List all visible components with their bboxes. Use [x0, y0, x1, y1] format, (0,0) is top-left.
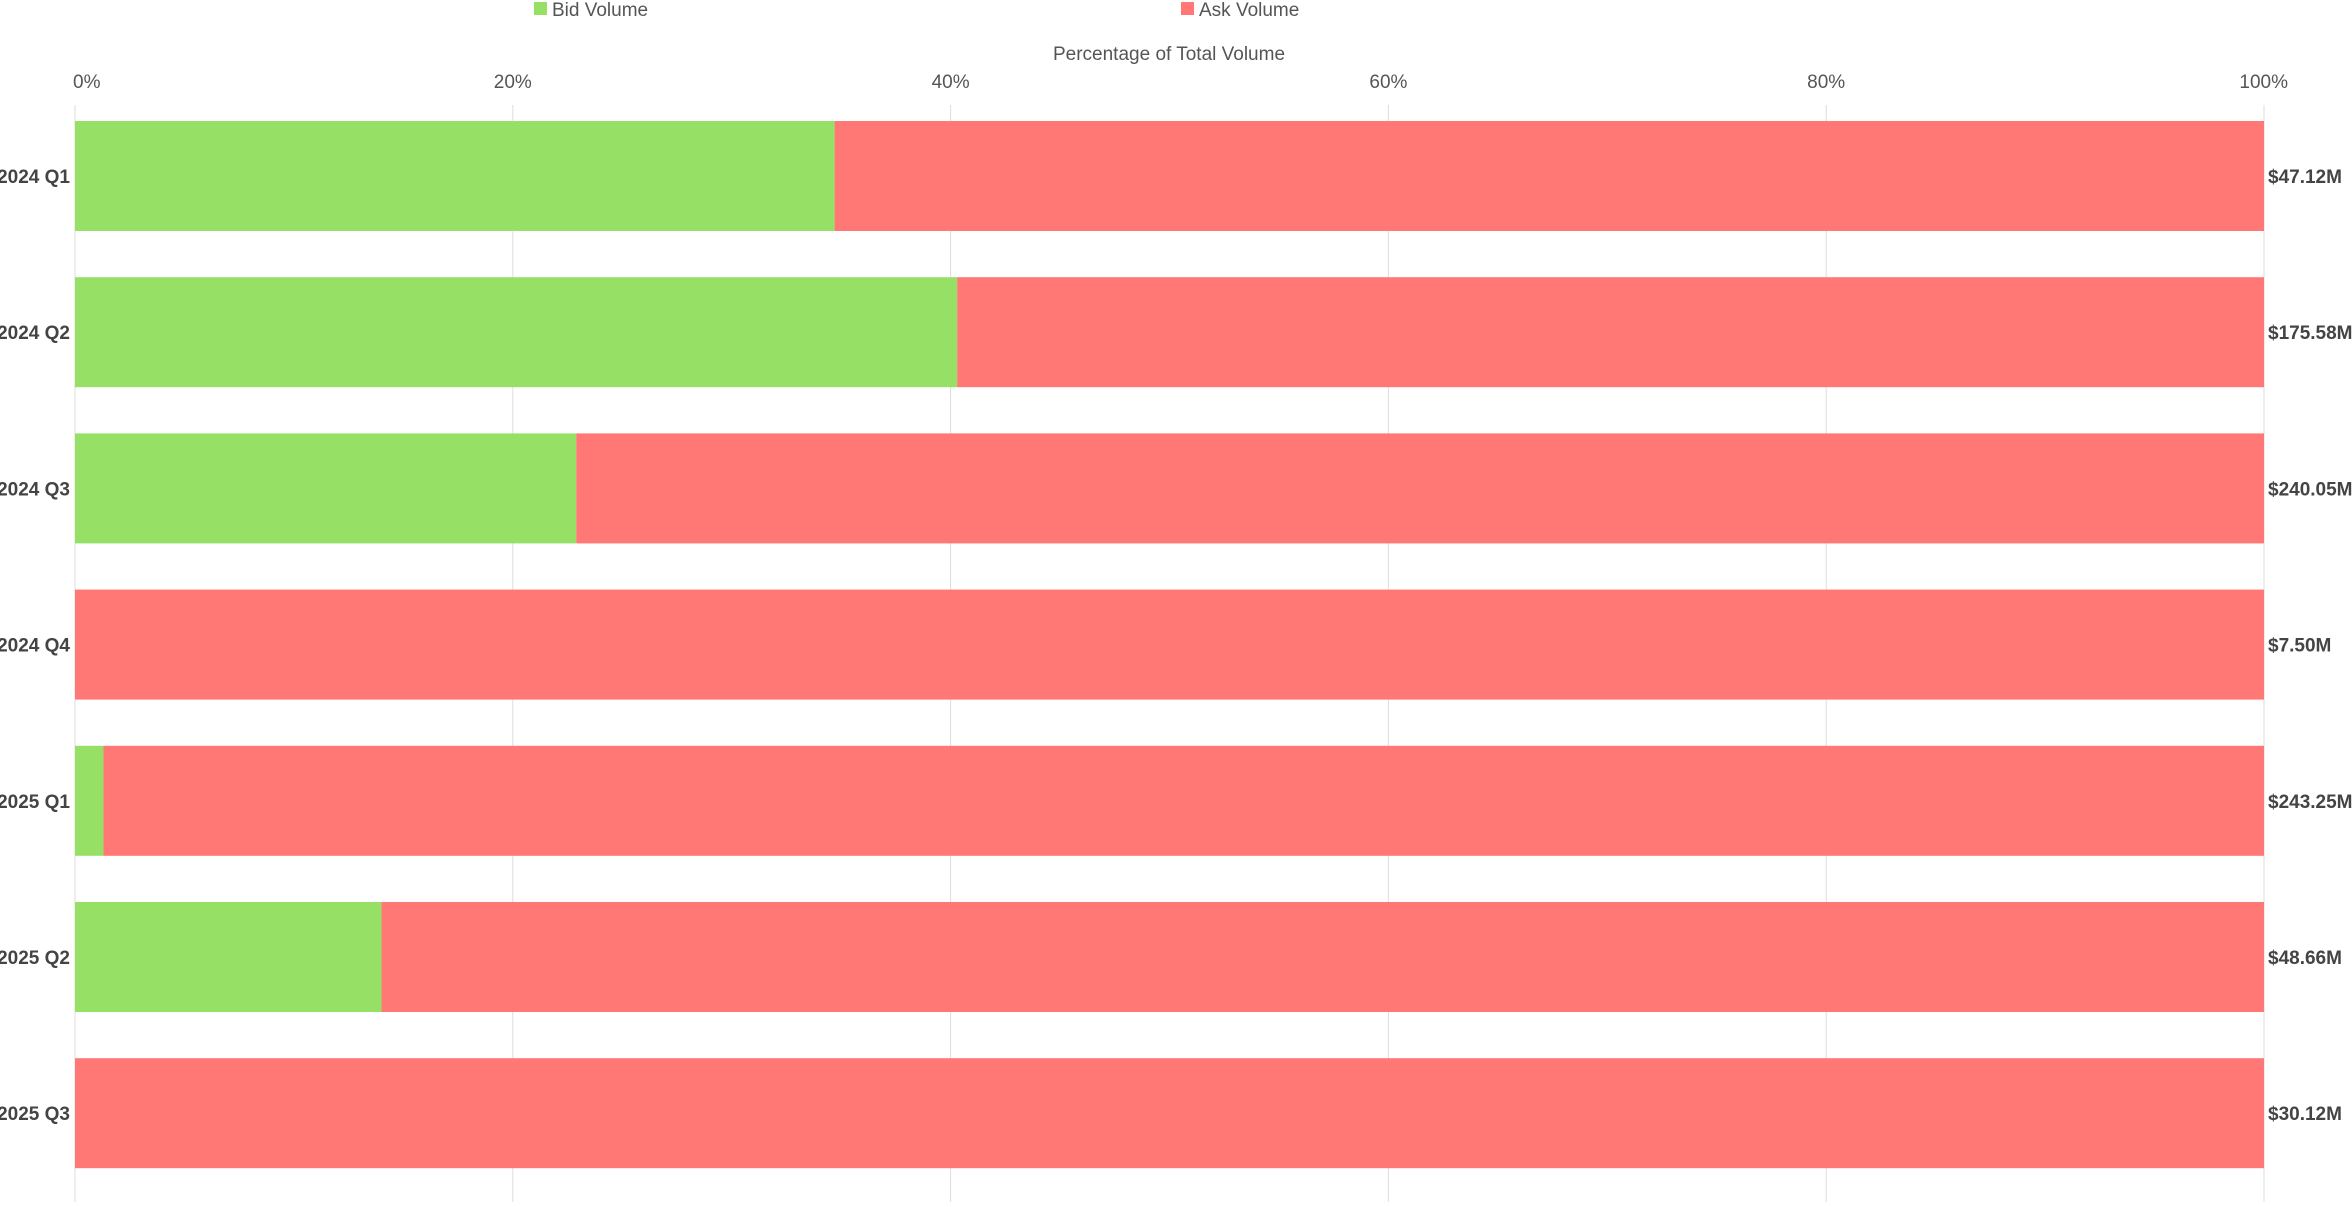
bar-bid[interactable] [75, 121, 835, 231]
bar-ask[interactable] [75, 589, 2264, 700]
x-tick-label: 60% [1369, 72, 1407, 93]
legend-label: Ask Volume [1199, 0, 1299, 21]
total-volume-label: $7.50M [2268, 636, 2331, 657]
bar-ask[interactable] [75, 1058, 2264, 1169]
bar-ask[interactable] [381, 902, 2265, 1012]
total-volume-label: $175.58M [2268, 323, 2352, 344]
bar-bid[interactable] [75, 902, 382, 1012]
total-volume-label: $243.25M [2268, 792, 2352, 813]
legend: Bid Volume Ask Volume [534, 0, 1299, 21]
x-tick-label: 80% [1807, 72, 1845, 93]
category-label: 2025 Q1 [0, 792, 70, 813]
x-axis-title: Percentage of Total Volume [1053, 44, 1285, 65]
legend-item-bid[interactable]: Bid Volume [534, 0, 648, 21]
total-volume-label: $48.66M [2268, 948, 2342, 969]
category-labels: 2024 Q1 2024 Q2 2024 Q3 2024 Q4 2025 Q1 2025 … [0, 167, 70, 1125]
x-tick-label: 100% [2239, 72, 2288, 93]
category-label: 2025 Q3 [0, 1104, 70, 1125]
legend-label: Bid Volume [552, 0, 648, 21]
category-label: 2024 Q2 [0, 323, 70, 344]
total-volume-label: $240.05M [2268, 479, 2352, 500]
bar-bid[interactable] [75, 277, 958, 388]
bar-ask[interactable] [103, 745, 2264, 856]
x-tick-label: 20% [494, 72, 532, 93]
bar-ask[interactable] [957, 277, 2264, 388]
x-tick-label: 40% [932, 72, 970, 93]
category-label: 2024 Q3 [0, 479, 70, 500]
bar-ask[interactable] [834, 121, 2264, 231]
category-label: 2024 Q4 [0, 636, 70, 657]
x-tick-label: 0% [73, 72, 101, 93]
bar-ask[interactable] [576, 433, 2264, 544]
x-axis: 0% 20% 40% 60% 80% 100% [73, 72, 2288, 93]
legend-swatch [534, 2, 547, 15]
bar-bid[interactable] [75, 433, 577, 544]
legend-swatch [1181, 2, 1194, 15]
total-volume-label: $30.12M [2268, 1104, 2342, 1125]
bar-bid[interactable] [75, 745, 104, 856]
category-label: 2024 Q1 [0, 167, 70, 188]
legend-item-ask[interactable]: Ask Volume [1181, 0, 1299, 21]
category-label: 2025 Q2 [0, 948, 70, 969]
bars [75, 121, 2265, 1169]
total-labels: $47.12M $175.58M $240.05M $7.50M $243.25M $48… [2268, 167, 2352, 1125]
total-volume-label: $47.12M [2268, 167, 2342, 188]
